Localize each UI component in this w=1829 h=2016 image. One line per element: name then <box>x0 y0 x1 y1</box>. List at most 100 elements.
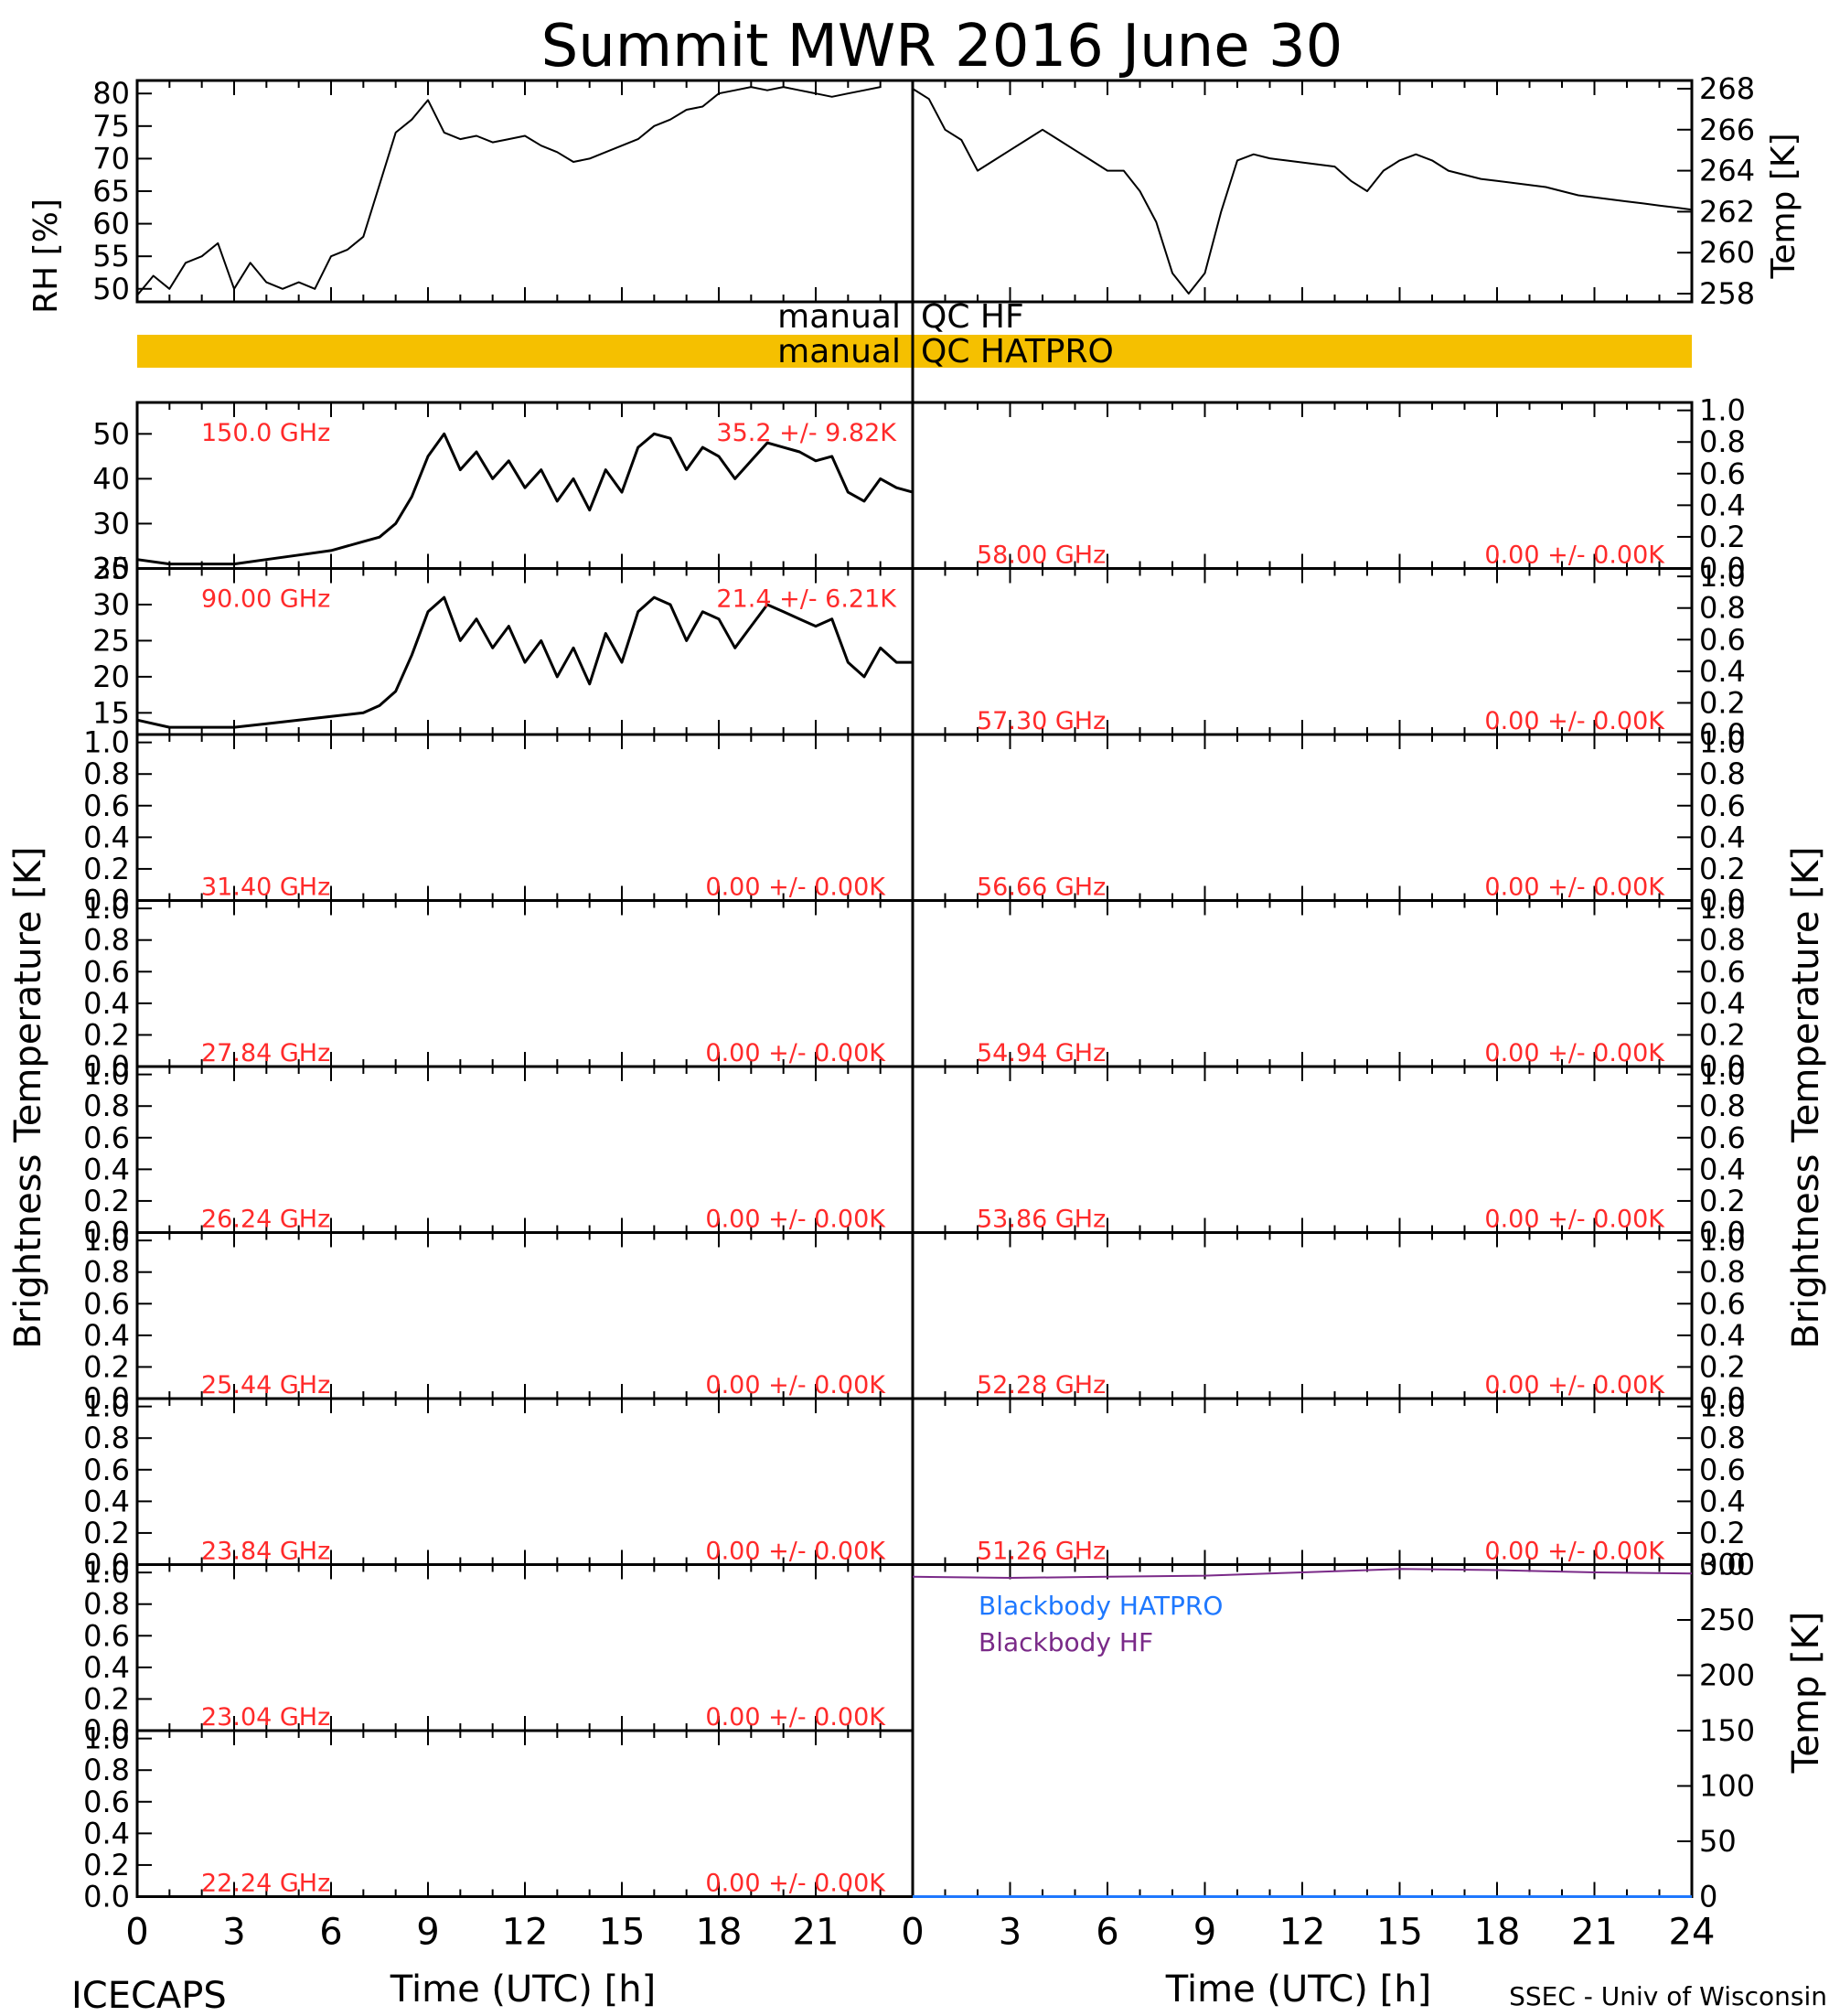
channel-stats: 0.00 +/- 0.00K <box>705 1870 886 1898</box>
x-tick-label: 15 <box>1376 1912 1423 1954</box>
blackbody-ytick-label: 300 <box>1699 1548 1755 1582</box>
x-tick-label: 3 <box>222 1912 245 1954</box>
blackbody-ytick-label: 200 <box>1699 1658 1755 1693</box>
channel-stats: 0.00 +/- 0.00K <box>705 1371 886 1399</box>
right-panel-ytick-label: 0.4 <box>1699 1484 1746 1518</box>
right-panel-ytick-label: 0.0 <box>1699 717 1746 752</box>
left-panel-ytick-label: 0.2 <box>83 852 130 886</box>
left-panel-ytick-label: 50 <box>92 416 130 451</box>
right-panel-ytick-label: 0.8 <box>1699 923 1746 958</box>
right-panel-ytick-label: 0.2 <box>1699 685 1746 720</box>
left-panel-ytick-label: 0.6 <box>83 954 130 989</box>
qc-hatpro-left-label: manual <box>777 333 901 370</box>
blackbody-ytick-label: 250 <box>1699 1603 1755 1637</box>
rh-ytick-label: 75 <box>92 109 130 144</box>
legend-hf: Blackbody HF <box>979 1627 1153 1657</box>
right-panel-ytick-label: 0.4 <box>1699 1318 1746 1353</box>
x-tick-label: 0 <box>125 1912 148 1954</box>
right-panel-ytick-label: 0.0 <box>1699 1049 1746 1084</box>
left-panel-ytick-label: 0.8 <box>83 1255 130 1290</box>
channel-stats: 0.00 +/- 0.00K <box>705 1206 886 1234</box>
x-tick-label: 9 <box>1193 1912 1216 1954</box>
x-tick-label: 15 <box>599 1912 646 1954</box>
right-panel-ytick-label: 0.8 <box>1699 1255 1746 1290</box>
channel-stats: 0.00 +/- 0.00K <box>1484 874 1665 902</box>
left-panel-ytick-label: 0.4 <box>83 1152 130 1186</box>
left-panel-ytick-label: 35 <box>92 552 130 586</box>
right-panel-ytick-label: 0.4 <box>1699 820 1746 854</box>
right-panel-ytick-label: 0.6 <box>1699 1121 1746 1155</box>
right-panel-ytick-label: 0.6 <box>1699 1286 1746 1321</box>
temp-ytick-label: 264 <box>1699 154 1755 188</box>
right-panel-ytick-label: 1.0 <box>1699 725 1746 760</box>
channel-stats: 0.00 +/- 0.00K <box>1484 1371 1665 1399</box>
right-panel-ytick-label: 0.4 <box>1699 986 1746 1021</box>
right-panel-ytick-label: 1.0 <box>1699 1057 1746 1092</box>
left-panel-ytick-label: 1.0 <box>83 1721 130 1756</box>
left-panel-ytick-label: 0.2 <box>83 1681 130 1716</box>
channel-label: 23.84 GHz <box>201 1538 330 1566</box>
channel-label: 23.04 GHz <box>201 1703 330 1732</box>
blackbody-ytick-label: 150 <box>1699 1713 1755 1748</box>
channel-label: 26.24 GHz <box>201 1206 330 1234</box>
channel-stats: 0.00 +/- 0.00K <box>1484 1206 1665 1234</box>
x-tick-label: 12 <box>502 1912 549 1954</box>
temp-panel-frame <box>911 79 1694 304</box>
channel-label: 57.30 GHz <box>977 707 1106 735</box>
channel-stats: 0.00 +/- 0.00K <box>705 874 886 902</box>
channel-label: 27.84 GHz <box>201 1039 330 1067</box>
left-panel-ytick-label: 15 <box>92 695 130 730</box>
rh-ytick-label: 65 <box>92 174 130 209</box>
channel-label: 56.66 GHz <box>977 874 1106 902</box>
left-panel-ytick-label: 40 <box>92 461 130 496</box>
channel-label: 90.00 GHz <box>201 585 330 614</box>
channel-line-150.0 GHz <box>136 432 914 566</box>
left-panel-ytick-label: 0.8 <box>83 923 130 958</box>
left-panel-ytick-label: 0.6 <box>83 1453 130 1487</box>
temp-line <box>912 88 1693 295</box>
qc-hf-left-label: manual <box>777 298 901 336</box>
blackbody-ytick-label: 100 <box>1699 1769 1755 1804</box>
right-panel-ytick-label: 1.0 <box>1699 1389 1746 1424</box>
channel-label: 22.24 GHz <box>201 1870 330 1898</box>
rh-axis-label: RH [%] <box>27 198 65 314</box>
chart-layer: 5055606570758025826026226426626820304050… <box>83 71 1755 1954</box>
left-brightness-axis-label: Brightness Temperature [K] <box>7 846 49 1348</box>
right-panel-ytick-label: 0.2 <box>1699 520 1746 554</box>
x-tick-label: 9 <box>416 1912 439 1954</box>
right-panel-ytick-label: 0.0 <box>1699 552 1746 586</box>
right-panel-ytick-label: 0.2 <box>1699 1184 1746 1218</box>
temp-ytick-label: 260 <box>1699 235 1755 270</box>
left-panel-ytick-label: 25 <box>92 623 130 658</box>
channel-stats: 35.2 +/- 9.82K <box>716 419 897 447</box>
x-tick-label: 0 <box>901 1912 924 1954</box>
left-panel-ytick-label: 0.8 <box>83 1421 130 1455</box>
right-panel-ytick-label: 1.0 <box>1699 891 1746 926</box>
left-panel-ytick-label: 0.0 <box>83 1381 130 1416</box>
channel-stats: 0.00 +/- 0.00K <box>1484 707 1665 735</box>
left-panel-ytick-label: 0.8 <box>83 756 130 791</box>
left-panel-ytick-label: 0.0 <box>83 1049 130 1084</box>
right-panel-ytick-label: 0.2 <box>1699 1349 1746 1384</box>
rh-ytick-label: 70 <box>92 141 130 176</box>
left-panel-ytick-label: 0.6 <box>83 1618 130 1653</box>
right-panel-ytick-label: 0.4 <box>1699 654 1746 689</box>
channel-label: 150.0 GHz <box>201 419 330 447</box>
channel-stats: 21.4 +/- 6.21K <box>716 585 897 614</box>
x-tick-label: 18 <box>696 1912 743 1954</box>
temp-ytick-label: 266 <box>1699 113 1755 147</box>
right-x-axis-label: Time (UTC) [h] <box>1165 1968 1431 2011</box>
channel-stats: 0.00 +/- 0.00K <box>705 1039 886 1067</box>
credit-label: SSEC - Univ of Wisconsin <box>1509 1981 1827 2011</box>
channel-label: 53.86 GHz <box>977 1206 1106 1234</box>
left-x-axis-label: Time (UTC) [h] <box>390 1968 656 2011</box>
channel-label: 52.28 GHz <box>977 1371 1106 1399</box>
temp-axis-label: Temp [K] <box>1765 133 1802 279</box>
right-brightness-axis-label: Brightness Temperature [K] <box>1785 846 1827 1348</box>
right-panel-ytick-label: 0.0 <box>1699 1216 1746 1250</box>
blackbody-ytick-label: 50 <box>1699 1824 1737 1859</box>
rh-ytick-label: 55 <box>92 239 130 273</box>
right-panel-ytick-label: 0.8 <box>1699 1421 1746 1455</box>
